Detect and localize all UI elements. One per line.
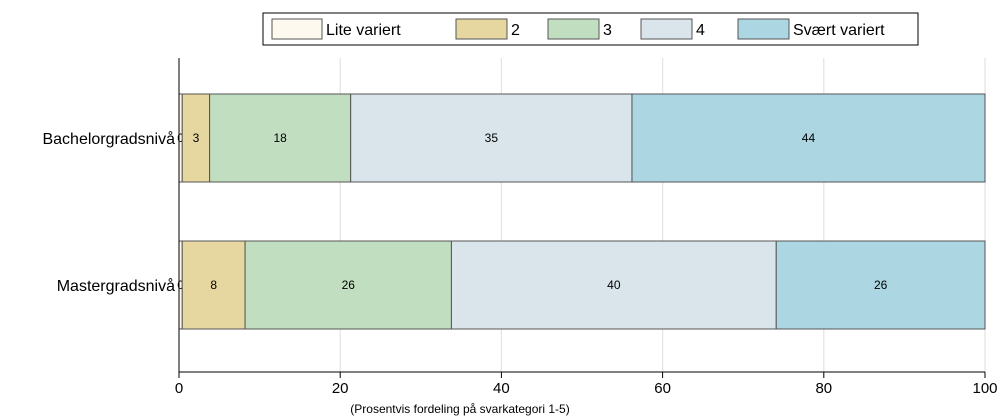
data-label-0-1: 3 bbox=[193, 131, 200, 145]
legend-label-2: 3 bbox=[603, 22, 612, 39]
data-label-1-0: 0 bbox=[177, 278, 184, 292]
data-label-0-3: 35 bbox=[485, 131, 499, 145]
legend-label-4: Svært variert bbox=[793, 22, 885, 39]
bar-1-4 bbox=[775, 240, 986, 330]
legend-swatch-4 bbox=[737, 18, 790, 40]
x-tick-label-100: 100 bbox=[972, 380, 997, 397]
bar-1-3 bbox=[450, 240, 777, 330]
data-label-1-4: 26 bbox=[874, 278, 888, 292]
x-tick-label-20: 20 bbox=[332, 380, 349, 397]
legend-label-1: 2 bbox=[511, 22, 520, 39]
bar-0-1 bbox=[181, 93, 211, 183]
data-label-0-2: 18 bbox=[273, 131, 287, 145]
category-label-0: Bachelorgradsnivå bbox=[42, 130, 175, 148]
x-axis-title: (Prosentvis fordeling på svarkategori 1-… bbox=[350, 402, 569, 416]
data-label-1-3: 40 bbox=[607, 278, 621, 292]
legend-label-0: Lite variert bbox=[326, 22, 401, 39]
x-tick-label-40: 40 bbox=[493, 380, 510, 397]
x-tick-label-0: 0 bbox=[175, 380, 183, 397]
legend-swatch-3 bbox=[640, 18, 693, 40]
bars: 0 3 18 35 440 8 26 40 26 bbox=[177, 93, 986, 330]
category-label-1: Mastergradsnivå bbox=[57, 277, 175, 295]
legend-swatch-1 bbox=[455, 18, 508, 40]
legend-label-3: 4 bbox=[696, 22, 705, 39]
bar-0-4 bbox=[631, 93, 986, 183]
bar-1-1 bbox=[181, 240, 246, 330]
legend: Lite variert 2 3 4 Svært variert bbox=[262, 12, 919, 46]
legend-swatch-2 bbox=[547, 18, 600, 40]
bar-0-3 bbox=[350, 93, 633, 183]
data-label-0-4: 44 bbox=[802, 131, 816, 145]
bar-1-2 bbox=[244, 240, 452, 330]
bar-0-2 bbox=[209, 93, 352, 183]
data-label-1-2: 26 bbox=[342, 278, 356, 292]
x-tick-label-60: 60 bbox=[654, 380, 671, 397]
data-label-1-1: 8 bbox=[210, 278, 217, 292]
data-label-0-0: 0 bbox=[177, 131, 184, 145]
x-tick-label-80: 80 bbox=[815, 380, 832, 397]
legend-swatch-0 bbox=[271, 18, 323, 40]
